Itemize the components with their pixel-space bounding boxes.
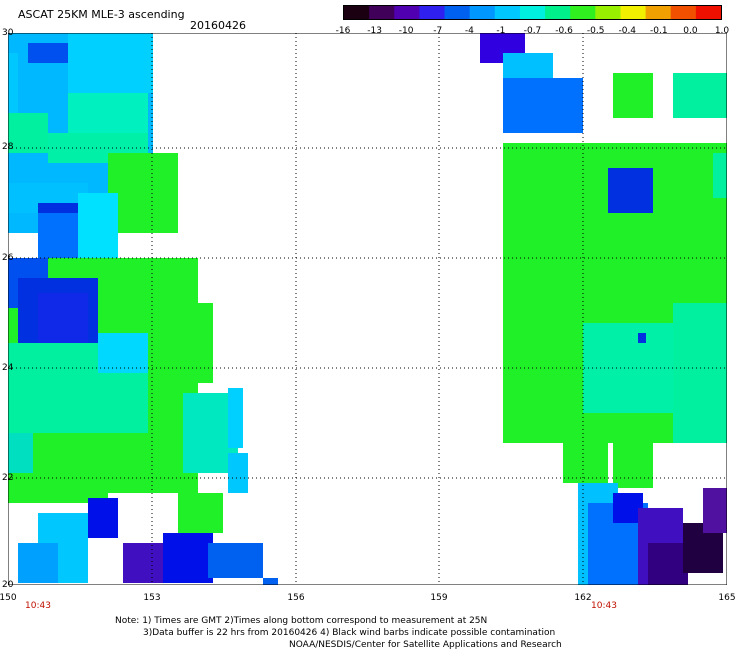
colorbar-tick-label: -0.1 (650, 26, 668, 36)
colorbar-swatch (494, 6, 521, 19)
note-line-3: NOAA/NESDIS/Center for Satellite Applica… (289, 640, 562, 650)
lat-lon-grid (8, 33, 727, 585)
colorbar-swatch (419, 6, 446, 19)
swath-right (480, 33, 727, 585)
colorbar-tick-label: -1 (496, 26, 506, 36)
colorbar-tick-label: -7 (433, 26, 443, 36)
time-label-right: 10:43 (591, 601, 617, 611)
colorbar-swatch (570, 6, 596, 19)
swath-left (8, 33, 278, 585)
colorbar-swatch (645, 6, 672, 19)
lon-tick-165: 165 (718, 593, 736, 603)
colorbar-swatch (545, 6, 571, 19)
colorbar-swatch (344, 6, 370, 19)
product-title: ASCAT 25KM MLE-3 ascending (18, 8, 185, 21)
colorbar-swatch (695, 6, 721, 19)
note-line-2: 3)Data buffer is 22 hrs from 20160426 4)… (143, 628, 556, 638)
lon-tick-156: 156 (287, 593, 305, 603)
lat-tick-28: 28 (2, 142, 14, 152)
lon-tick-159: 159 (430, 593, 448, 603)
lon-tick-150: 150 (0, 593, 17, 603)
swath-map (8, 33, 727, 585)
colorbar-swatch (469, 6, 496, 19)
lat-tick-24: 24 (2, 363, 14, 373)
colorbar-tick-label: -13 (367, 26, 382, 36)
lat-tick-30: 30 (2, 28, 14, 38)
colorbar-swatch (444, 6, 471, 19)
lon-tick-162: 162 (574, 593, 592, 603)
colorbar-swatch (369, 6, 395, 19)
lat-tick-20: 20 (2, 580, 14, 590)
colorbar-tick-label: -10 (398, 26, 414, 36)
colorbar-swatch (620, 6, 647, 19)
colorbar-tick-label: 0.0 (683, 26, 698, 36)
note-line-1: Note: 1) Times are GMT 2)Times along bot… (115, 616, 488, 626)
colorbar-tick-label: -0.6 (555, 26, 573, 36)
colorbar-tick-label: -16 (335, 26, 351, 36)
colorbar-swatch (595, 6, 622, 19)
lat-tick-22: 22 (2, 473, 14, 483)
time-label-left: 10:43 (25, 601, 51, 611)
product-date: 20160426 (190, 19, 246, 32)
colorbar-tick-label: -0.5 (586, 26, 605, 36)
lon-tick-153: 153 (143, 593, 161, 603)
colorbar-swatch (670, 6, 697, 19)
colorbar-swatch (519, 6, 546, 19)
colorbar (343, 5, 722, 20)
colorbar-swatch (394, 6, 420, 19)
colorbar-tick-label: -0.4 (618, 26, 637, 36)
colorbar-tick-label: -0.7 (523, 26, 542, 36)
colorbar-tick-label: -4 (464, 26, 474, 36)
colorbar-tick-label: 1.0 (714, 26, 730, 36)
lat-tick-26: 26 (2, 253, 14, 263)
